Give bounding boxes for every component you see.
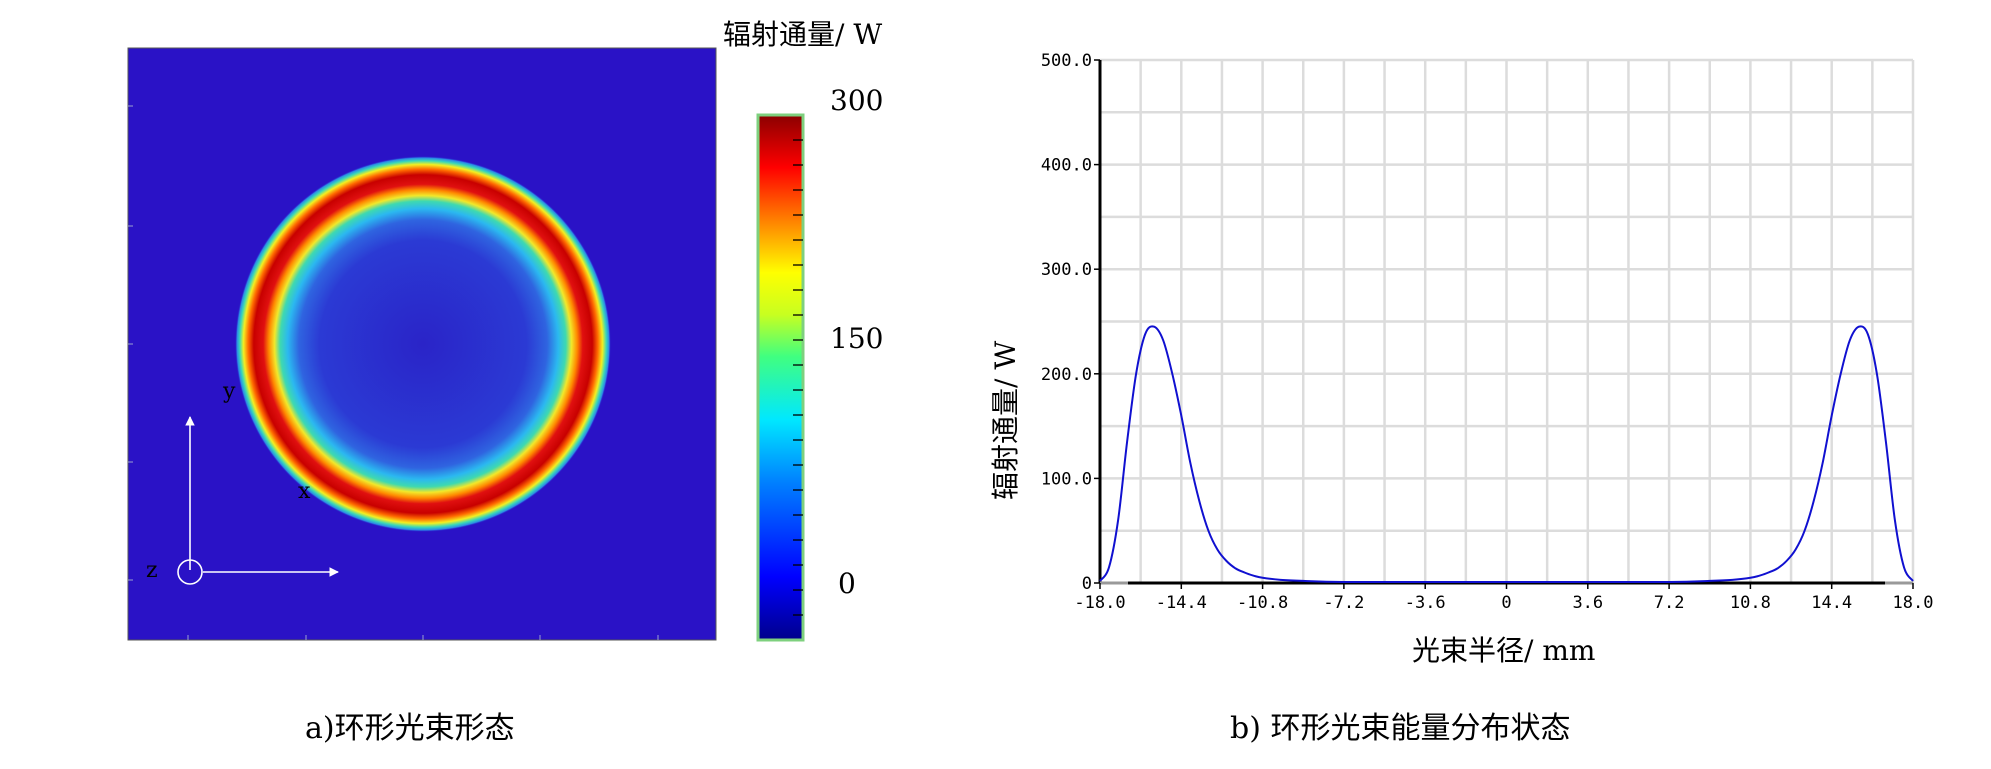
triad-label-y: y [222,379,236,404]
series-line [1099,325,1914,584]
z-axis-origin-circle [177,559,203,585]
beam-image-panel: y x z [127,47,717,641]
colorbar-tick-300: 300 [830,84,883,117]
caption-a: a)环形光束形态 [305,711,515,746]
colorbar-gradient [756,113,805,642]
x-tick-label: 7.2 [1654,593,1685,613]
x-tick-label: -10.8 [1237,593,1288,613]
y-tick-label: 0 [1082,574,1092,594]
x-tick-label: 3.6 [1572,593,1603,613]
y-tick-label: 500.0 [1041,51,1092,71]
chart-grid [1098,58,1915,585]
x-axis-label: 光束半径/ mm [1412,634,1595,667]
x-tick-label: 18.0 [1893,593,1934,613]
x-tick-label: -7.2 [1323,593,1364,613]
caption-b: b) 环形光束能量分布状态 [1230,711,1570,746]
colorbar: 辐射通量/ W 300 150 0 [723,18,883,642]
coordinate-triad: y x z [146,379,339,585]
colorbar-tick-0: 0 [838,567,856,600]
colorbar-tick-150: 150 [830,322,883,355]
colorbar-title: 辐射通量/ W [723,18,882,51]
x-tick-label: -3.6 [1405,593,1446,613]
x-tick-label: 10.8 [1730,593,1771,613]
annular-beam-ring [235,156,611,532]
y-tick-label: 200.0 [1041,365,1092,385]
x-tick-label: 14.4 [1811,593,1852,613]
colorbar-minor-ticks [793,139,803,616]
y-tick-label: 400.0 [1041,156,1092,176]
triad-label-x: x [298,479,311,504]
line-chart: 0 100.0 200.0 300.0 400.0 500.0 -18.0 -14.4 -10… [989,51,1933,667]
x-tick-labels: -18.0 -14.4 -10.8 -7.2 -3.6 0 3.6 7.2 10.8 14.4 18… [1074,583,1933,613]
triad-label-z: z [146,558,158,583]
y-tick-labels: 0 100.0 200.0 300.0 400.0 500.0 [1041,51,1100,594]
y-tick-label: 300.0 [1041,260,1092,280]
y-axis-label: 辐射通量/ W [989,341,1022,500]
x-tick-label: 0 [1501,593,1511,613]
x-tick-label: -18.0 [1074,593,1125,613]
x-tick-label: -14.4 [1156,593,1207,613]
y-tick-label: 100.0 [1041,469,1092,489]
frame-tick-marks [128,105,659,640]
